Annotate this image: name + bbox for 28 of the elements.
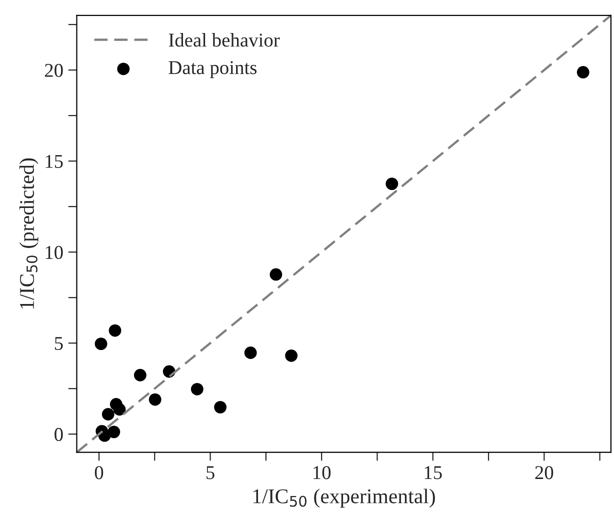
x-axis-title: 1/IC$_{50}$ (experimental) — [253, 488, 435, 508]
x-tick-label: 0 — [94, 466, 104, 480]
point — [190, 382, 204, 396]
point — [270, 268, 282, 281]
point — [102, 408, 114, 420]
y-tick-label: 10 — [46, 246, 63, 260]
point — [386, 178, 398, 190]
point — [94, 338, 108, 350]
legend-label: Data points — [168, 61, 257, 78]
point — [576, 66, 590, 78]
point — [148, 393, 162, 406]
y-tick-label: 0 — [54, 428, 63, 442]
point — [108, 426, 120, 438]
x-tick-label: 20 — [535, 466, 554, 480]
point — [113, 403, 126, 416]
point — [134, 368, 146, 382]
y-axis-title: 1/IC$_{50}$ (predicted) — [19, 158, 38, 309]
x-tick-label: 5 — [206, 466, 214, 480]
point — [244, 346, 257, 359]
x-tick-label: 15 — [424, 466, 442, 480]
x-tick-label: 10 — [314, 466, 331, 480]
y-tick-label: 20 — [44, 64, 63, 77]
point — [214, 400, 227, 414]
point — [108, 324, 122, 337]
point — [285, 349, 298, 362]
y-tick-label: 5 — [54, 337, 63, 350]
legend-label: Ideal behavior — [168, 33, 280, 47]
y-tick-label: 15 — [46, 154, 63, 168]
